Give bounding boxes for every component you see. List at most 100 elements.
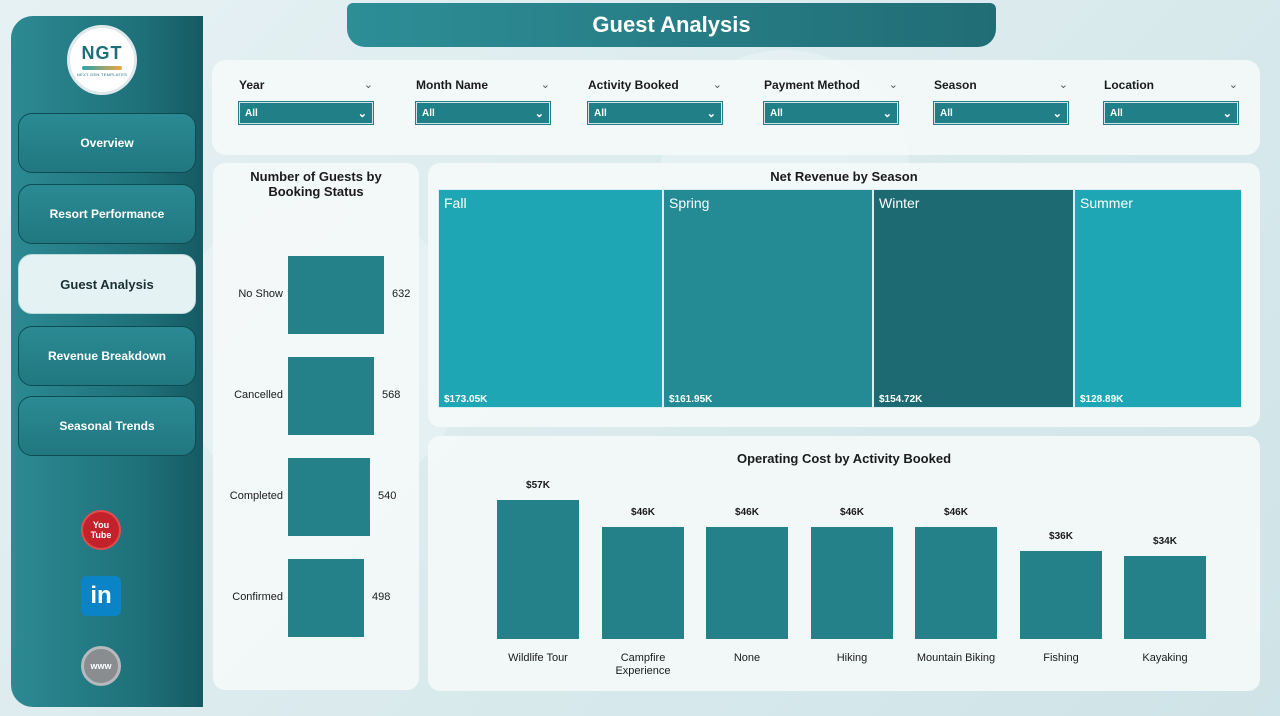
chevron-down-icon[interactable]: ⌄: [363, 79, 373, 91]
guests-by-status-card: Number of Guests by Booking Status No Sh…: [213, 163, 419, 690]
value-label: $46K: [631, 507, 655, 518]
page-title: Guest Analysis: [347, 3, 996, 47]
category-label: Confirmed: [232, 591, 283, 603]
chevron-down-icon[interactable]: ⌄: [1058, 79, 1068, 91]
filter-label: Year: [239, 78, 265, 92]
filter-year: Year ⌄ All ⌄: [238, 78, 374, 125]
filter-label: Season: [934, 78, 977, 92]
sidebar-item-overview[interactable]: Overview: [18, 113, 196, 173]
bar[interactable]: [288, 357, 374, 435]
category-label: Campfire Experience: [615, 652, 671, 677]
value-label: $46K: [840, 507, 864, 518]
dropdown-arrow-icon: ⌄: [1052, 107, 1062, 120]
filter-dropdown[interactable]: All ⌄: [238, 101, 374, 125]
chevron-down-icon[interactable]: ⌄: [540, 79, 550, 91]
filter-month-name: Month Name ⌄ All ⌄: [415, 78, 551, 125]
chart-title: Operating Cost by Activity Booked: [736, 451, 952, 466]
filter-label: Location: [1104, 78, 1154, 92]
value-label: $46K: [944, 507, 968, 518]
tile-label: Spring: [669, 195, 710, 211]
category-label: Kayaking: [1142, 652, 1188, 664]
value-label: 568: [382, 389, 401, 401]
bar[interactable]: [288, 559, 364, 637]
filter-season: Season ⌄ All ⌄: [933, 78, 1069, 125]
value-label: $36K: [1049, 531, 1073, 542]
filter-label: Payment Method: [764, 78, 861, 92]
tile-label: Winter: [879, 195, 920, 211]
value-label: 540: [378, 490, 397, 502]
dropdown-arrow-icon: ⌄: [706, 107, 716, 120]
treemap-tile-winter[interactable]: Winter $154.72K: [873, 189, 1074, 408]
filter-dropdown[interactable]: All ⌄: [415, 101, 551, 125]
value-label: $34K: [1153, 536, 1177, 547]
bar[interactable]: [602, 527, 684, 639]
tile-value: $154.72K: [879, 394, 923, 405]
dropdown-arrow-icon: ⌄: [1222, 107, 1232, 120]
sidebar-item-resort-performance[interactable]: Resort Performance: [18, 184, 196, 244]
bar[interactable]: [706, 527, 788, 639]
category-label: No Show: [238, 288, 283, 300]
filter-value: All: [770, 107, 783, 119]
sidebar: NGT NEXT GEN TEMPLATES Overview Resort Pe…: [11, 16, 203, 707]
dropdown-arrow-icon: ⌄: [357, 107, 367, 120]
category-label: Wildlife Tour: [508, 652, 568, 664]
chart-title: Number of Guests by Booking Status: [250, 169, 382, 199]
chevron-down-icon[interactable]: ⌄: [712, 79, 722, 91]
youtube-icon[interactable]: You Tube: [81, 510, 121, 550]
filter-value: All: [1110, 107, 1123, 119]
sidebar-item-revenue-breakdown[interactable]: Revenue Breakdown: [18, 326, 196, 386]
website-text: www: [90, 661, 112, 671]
filter-value: All: [594, 107, 607, 119]
tile-label: Summer: [1080, 195, 1133, 211]
filter-location: Location ⌄ All ⌄: [1103, 78, 1239, 125]
chevron-down-icon[interactable]: ⌄: [1228, 79, 1238, 91]
linkedin-text: in: [90, 582, 112, 609]
bar[interactable]: [1124, 556, 1206, 639]
filter-dropdown[interactable]: All ⌄: [1103, 101, 1239, 125]
youtube-text-bottom: Tube: [90, 530, 112, 540]
tile-label: Fall: [444, 195, 467, 211]
category-label: Hiking: [836, 652, 868, 664]
value-label: 632: [392, 288, 411, 300]
filter-value: All: [940, 107, 953, 119]
filter-dropdown[interactable]: All ⌄: [763, 101, 899, 125]
filter-label: Activity Booked: [588, 78, 679, 92]
bar[interactable]: [915, 527, 997, 639]
tile-value: $173.05K: [444, 394, 488, 405]
filter-value: All: [245, 107, 258, 119]
category-label: Mountain Biking: [916, 652, 996, 664]
website-icon[interactable]: www: [81, 646, 121, 686]
bar[interactable]: [288, 458, 370, 536]
bar[interactable]: [497, 500, 579, 639]
value-label: $57K: [526, 480, 550, 491]
logo-mark: NGT: [81, 43, 123, 63]
sidebar-item-seasonal-trends[interactable]: Seasonal Trends: [18, 396, 196, 456]
filter-label: Month Name: [416, 78, 488, 92]
treemap-tile-fall[interactable]: Fall $173.05K: [438, 189, 663, 408]
value-label: 498: [372, 591, 391, 603]
youtube-text-top: You: [92, 520, 110, 530]
sidebar-item-guest-analysis[interactable]: Guest Analysis: [18, 254, 196, 314]
logo-swoosh-icon: [82, 66, 122, 70]
operating-cost-card: Operating Cost by Activity Booked $57K Wi…: [428, 436, 1260, 691]
dropdown-arrow-icon: ⌄: [534, 107, 544, 120]
filter-payment-method: Payment Method ⌄ All ⌄: [763, 78, 899, 125]
revenue-by-season-card: Net Revenue by Season Fall $173.05K Spring…: [428, 163, 1260, 427]
chevron-down-icon[interactable]: ⌄: [888, 79, 898, 91]
bar[interactable]: [811, 527, 893, 639]
chart-title: Net Revenue by Season: [770, 169, 918, 184]
category-label: Completed: [229, 490, 283, 502]
filter-dropdown[interactable]: All ⌄: [933, 101, 1069, 125]
treemap-tile-spring[interactable]: Spring $161.95K: [663, 189, 873, 408]
value-label: $46K: [735, 507, 759, 518]
category-label: Cancelled: [234, 389, 283, 401]
ngt-logo: NGT NEXT GEN TEMPLATES: [67, 25, 137, 95]
bar[interactable]: [288, 256, 384, 334]
dropdown-arrow-icon: ⌄: [882, 107, 892, 120]
logo-tagline: NEXT GEN TEMPLATES: [76, 72, 128, 77]
treemap-tile-summer[interactable]: Summer $128.89K: [1074, 189, 1242, 408]
tile-value: $161.95K: [669, 394, 713, 405]
filter-dropdown[interactable]: All ⌄: [587, 101, 723, 125]
bar[interactable]: [1020, 551, 1102, 639]
linkedin-icon[interactable]: in: [81, 576, 121, 616]
